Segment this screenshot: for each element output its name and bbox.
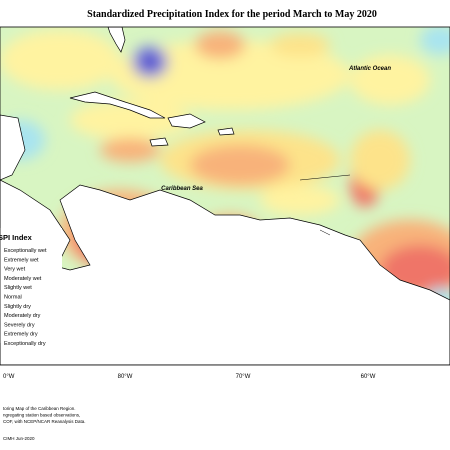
footer: CIMH Jun-2020 toring Map of the Caribbea… — [3, 406, 86, 441]
legend-entry: Extremely dry — [4, 332, 38, 338]
legend-entry: Moderately dry — [4, 313, 41, 319]
map: Atlantic Ocean Caribbean Sea SPI Index E… — [0, 27, 450, 365]
longitude-label: 0°W — [3, 374, 15, 380]
legend-entry: Very wet — [4, 267, 26, 273]
sea-label: Caribbean Sea — [161, 186, 203, 192]
legend-entry: Moderately wet — [4, 276, 42, 282]
longitude-label: 60°W — [361, 374, 376, 380]
legend-entry: Extremely wet — [4, 257, 39, 263]
legend-entry: Exceptionally wet — [4, 248, 47, 254]
longitude-label: 80°W — [118, 374, 133, 380]
footer-line: COF, with NCEP/NCAR Reanalysis Data. — [3, 419, 86, 424]
legend-entry: Slightly wet — [4, 285, 32, 291]
footer-line: ngregating station based observations, — [3, 413, 80, 418]
legend-box — [0, 228, 62, 343]
title: Standardized Precipitation Index for the… — [87, 9, 377, 20]
credit: CIMH Jun-2020 — [3, 436, 35, 441]
legend-entry: Exceptionally dry — [4, 341, 46, 347]
map-frame — [0, 26, 450, 366]
longitude-labels: 0°W 80°W 70°W 60°W — [3, 374, 376, 380]
ocean-label: Atlantic Ocean — [348, 66, 391, 72]
legend-entry: Severely dry — [4, 322, 35, 328]
legend-entry: Normal — [4, 295, 22, 301]
legend: SPI Index Exceptionally wet Extremely wet… — [0, 233, 47, 347]
longitude-label: 70°W — [236, 374, 251, 380]
footer-line: toring Map of the Caribbean Region. — [3, 406, 76, 411]
legend-title: SPI Index — [0, 233, 33, 242]
legend-entry: Slightly dry — [4, 304, 31, 310]
